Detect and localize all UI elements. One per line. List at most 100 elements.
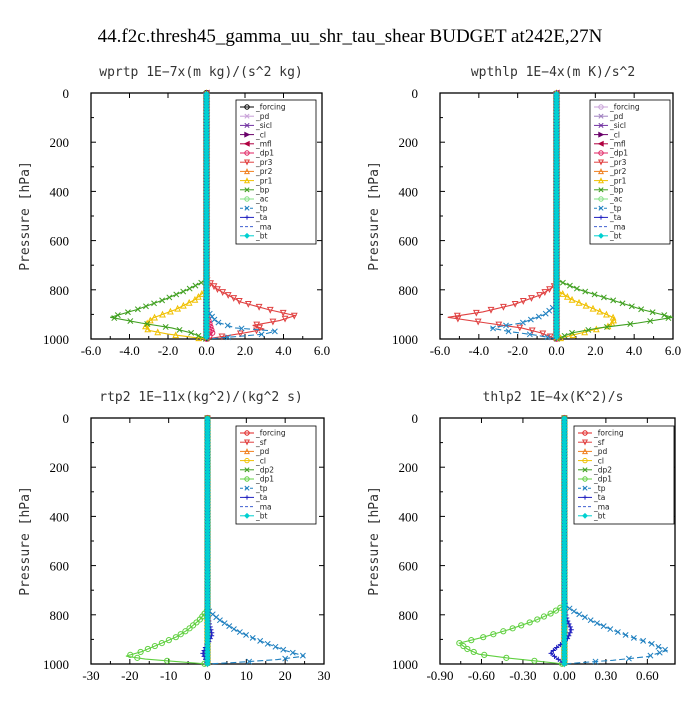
panel-title: rtp2 1E−11x(kg^2)/(kg^2 s)	[99, 390, 303, 405]
series-marker	[596, 307, 604, 315]
series-marker	[246, 658, 253, 665]
series-marker	[603, 310, 610, 318]
series-marker	[554, 644, 560, 651]
series-marker	[600, 294, 607, 301]
series-marker	[472, 309, 480, 317]
series-marker	[198, 279, 205, 286]
legend-marker	[582, 430, 588, 436]
series-marker	[213, 614, 220, 621]
x-tick-label: 0.0	[198, 343, 214, 358]
series-marker	[236, 629, 243, 635]
series-marker	[546, 333, 554, 341]
series-marker	[594, 620, 600, 627]
figure-title: 44.f2c.thresh45_gamma_uu_shr_tau_shear B…	[98, 26, 603, 47]
x-tick-label: -2.0	[507, 343, 528, 358]
series-marker	[610, 297, 617, 304]
legend-label: _bt	[255, 232, 268, 241]
legend-label: _tp	[609, 204, 622, 213]
series-marker	[505, 328, 512, 335]
legend-marker	[244, 495, 250, 500]
legend-marker	[582, 495, 588, 500]
series-marker	[137, 648, 144, 656]
series-line	[555, 93, 674, 340]
series-marker	[182, 628, 189, 635]
series-marker	[490, 325, 497, 332]
legend-marker	[244, 232, 250, 239]
series-marker	[218, 333, 226, 341]
legend-marker	[598, 196, 604, 202]
series-marker	[531, 657, 538, 664]
legend-label: _forcing	[609, 103, 640, 112]
series-marker	[454, 315, 462, 323]
y-tick-label: 400	[50, 184, 70, 199]
legend-marker	[244, 150, 250, 156]
legend-marker	[597, 168, 605, 175]
series-marker	[127, 651, 134, 658]
x-tick-label: 10	[240, 668, 253, 683]
series-marker	[474, 318, 482, 326]
legend-marker	[582, 467, 588, 473]
x-tick-label: -30	[82, 668, 99, 683]
series-marker	[638, 306, 645, 313]
y-tick-label: 600	[50, 234, 70, 249]
series-marker	[216, 617, 223, 624]
series-marker	[289, 649, 296, 656]
series-marker	[280, 646, 287, 653]
series-marker	[198, 290, 206, 297]
series-marker	[542, 310, 549, 317]
panel-title: wprtp 1E−7x(m kg)/(s^2 kg)	[99, 65, 303, 80]
legend-box	[235, 425, 317, 525]
legend-label: _cl	[593, 456, 604, 465]
legend-marker	[582, 457, 588, 464]
series-marker	[249, 634, 256, 641]
series-marker	[158, 639, 165, 647]
legend-label: _tp	[593, 484, 606, 493]
series-marker	[511, 300, 519, 308]
x-tick-label: -4.0	[119, 343, 140, 358]
series-marker	[553, 333, 560, 340]
series-marker	[559, 279, 566, 286]
series-marker	[146, 316, 154, 324]
legend-label: _dp1	[609, 149, 628, 158]
series-marker	[162, 323, 169, 330]
series-marker	[111, 315, 118, 322]
series-marker	[204, 660, 211, 668]
series-marker	[665, 315, 672, 322]
y-tick-label: 200	[399, 135, 419, 150]
series-marker	[165, 637, 172, 644]
series-marker	[592, 658, 599, 665]
series-marker	[566, 633, 572, 639]
series-marker	[647, 652, 654, 659]
legend-marker	[598, 113, 604, 119]
legend-label: _sf	[593, 438, 605, 447]
series-marker	[589, 304, 597, 312]
series-marker	[536, 292, 544, 299]
series-marker	[281, 315, 289, 323]
series-line	[458, 418, 565, 665]
series-marker	[159, 297, 166, 304]
legend-marker	[598, 187, 604, 193]
legend-label: _cl	[255, 130, 266, 139]
legend-label: _pd	[593, 447, 608, 456]
series-marker	[176, 326, 183, 333]
series-marker	[191, 295, 199, 303]
series-marker	[567, 630, 573, 636]
legend-marker	[243, 140, 250, 147]
series-marker	[266, 306, 274, 314]
x-tick-label: 4.0	[275, 343, 291, 358]
y-tick-label: 0	[63, 411, 70, 426]
panel-3: rtp2 1E−11x(kg^2)/(kg^2 s) Pressure [hPa]…	[18, 390, 331, 683]
series-marker	[214, 286, 221, 294]
series-marker	[481, 651, 488, 658]
x-tick-label: 6.0	[665, 343, 681, 358]
x-tick-label: 0	[204, 668, 211, 683]
series-marker	[604, 323, 610, 330]
series-marker	[172, 634, 179, 641]
panel-title: wpthlp 1E−4x(m K)/s^2	[471, 65, 635, 80]
series-marker	[576, 611, 583, 618]
x-tick-label: -2.0	[158, 343, 179, 358]
series-marker	[174, 304, 182, 312]
legend-label: _ta	[593, 493, 605, 502]
series-marker	[516, 324, 524, 332]
series-marker	[211, 316, 218, 323]
